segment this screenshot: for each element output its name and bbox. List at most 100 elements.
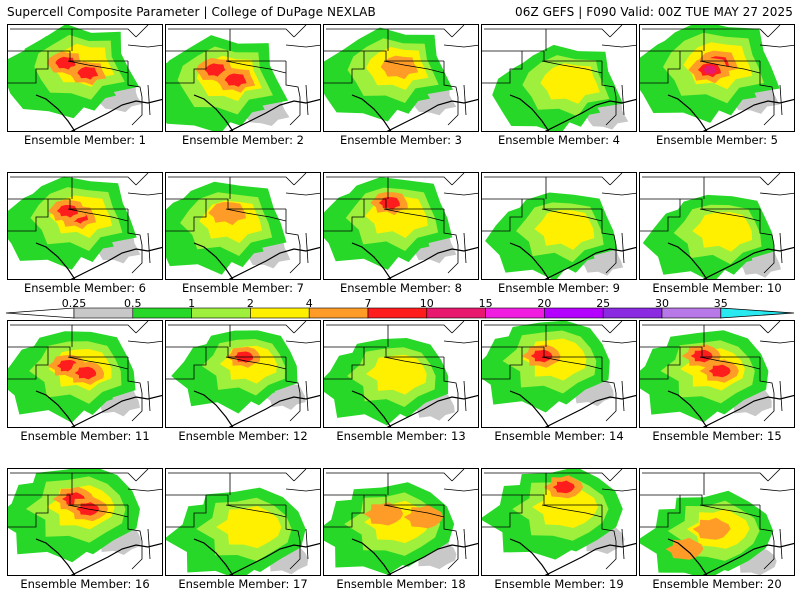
ensemble-member-label: Ensemble Member: 13 bbox=[336, 429, 466, 443]
rio-grande-border bbox=[351, 94, 392, 131]
state-border bbox=[127, 340, 162, 344]
state-border bbox=[324, 199, 365, 232]
ensemble-member-panel bbox=[165, 320, 321, 428]
state-border bbox=[704, 176, 769, 186]
state-border bbox=[451, 173, 465, 186]
field-region bbox=[366, 354, 427, 395]
ensemble-member-panel bbox=[7, 468, 163, 576]
field-region bbox=[74, 366, 97, 380]
state-border bbox=[704, 472, 769, 482]
state-border bbox=[166, 495, 207, 528]
state-border bbox=[763, 245, 775, 274]
state-border bbox=[640, 198, 760, 210]
rio-grande-border bbox=[35, 390, 76, 427]
gulf-coastline bbox=[702, 542, 794, 575]
rio-grande-border bbox=[509, 94, 550, 131]
field-region bbox=[380, 55, 419, 80]
state-border bbox=[609, 321, 623, 334]
map-canvas bbox=[166, 25, 320, 131]
ensemble-member-label: Ensemble Member: 16 bbox=[20, 577, 150, 591]
field-region bbox=[540, 63, 600, 104]
state-border bbox=[305, 232, 309, 264]
state-border bbox=[72, 324, 137, 334]
rio-grande-border bbox=[35, 538, 76, 575]
state-border bbox=[482, 199, 523, 232]
state-border bbox=[609, 173, 623, 186]
gulf-coastline bbox=[70, 394, 162, 427]
ensemble-member-label: Ensemble Member: 9 bbox=[498, 281, 620, 295]
state-border bbox=[482, 347, 523, 380]
ensemble-member-panel bbox=[165, 172, 321, 280]
state-border bbox=[127, 192, 162, 196]
state-border bbox=[759, 44, 794, 48]
ensemble-member-label: Ensemble Member: 11 bbox=[20, 429, 150, 443]
ensemble-member-panel bbox=[639, 24, 795, 132]
state-border bbox=[289, 541, 301, 570]
state-border bbox=[147, 528, 151, 560]
scale-tick-label: 30 bbox=[655, 297, 669, 310]
state-border bbox=[72, 176, 137, 186]
ensemble-member-panel bbox=[323, 24, 479, 132]
red-river bbox=[67, 208, 129, 222]
state-border bbox=[767, 321, 781, 334]
gulf-coastline bbox=[228, 246, 320, 279]
rio-grande-border bbox=[509, 538, 550, 575]
field-region bbox=[692, 212, 753, 252]
ensemble-member-panel bbox=[639, 320, 795, 428]
ensemble-member-label: Ensemble Member: 12 bbox=[178, 429, 308, 443]
scale-color-swatch bbox=[661, 307, 722, 319]
scale-color-swatch bbox=[308, 307, 369, 319]
state-border bbox=[135, 469, 149, 482]
state-border bbox=[447, 393, 459, 422]
state-border bbox=[289, 393, 301, 422]
state-border bbox=[135, 173, 149, 186]
state-border bbox=[127, 488, 162, 492]
scale-color-swatch bbox=[544, 307, 604, 319]
rio-grande-border bbox=[193, 390, 234, 427]
scale-tick-label: 0.25 bbox=[61, 297, 87, 310]
map-canvas bbox=[8, 469, 162, 575]
rio-grande-border bbox=[667, 94, 708, 131]
state-border bbox=[463, 380, 467, 412]
state-border bbox=[640, 199, 681, 232]
field-region bbox=[216, 506, 282, 549]
ensemble-member-panel bbox=[481, 468, 637, 576]
state-border bbox=[131, 97, 143, 126]
state-border bbox=[388, 176, 453, 186]
state-border bbox=[779, 84, 783, 116]
state-border bbox=[305, 528, 309, 560]
gulf-coastline bbox=[228, 98, 320, 131]
scale-color-swatch bbox=[367, 307, 428, 319]
rio-grande-border bbox=[35, 94, 76, 131]
state-border bbox=[388, 28, 453, 38]
state-border bbox=[759, 192, 794, 196]
gulf-coastline bbox=[544, 98, 636, 131]
state-border bbox=[285, 340, 320, 344]
state-border bbox=[482, 495, 523, 528]
state-border bbox=[289, 97, 301, 126]
gulf-coastline bbox=[386, 98, 478, 131]
state-border bbox=[463, 84, 467, 116]
field-region bbox=[702, 65, 717, 75]
state-border bbox=[443, 340, 478, 344]
gulf-coastline bbox=[228, 394, 320, 427]
state-border bbox=[8, 494, 128, 506]
red-river bbox=[383, 356, 445, 370]
state-border bbox=[640, 51, 681, 84]
state-border bbox=[168, 472, 231, 495]
state-border bbox=[609, 25, 623, 38]
red-river bbox=[67, 504, 129, 518]
ensemble-member-label: Ensemble Member: 15 bbox=[652, 429, 782, 443]
state-border bbox=[147, 380, 151, 412]
gulf-coastline bbox=[70, 542, 162, 575]
ensemble-member-label: Ensemble Member: 5 bbox=[656, 133, 778, 147]
state-border bbox=[285, 44, 320, 48]
ensemble-member-panel bbox=[639, 172, 795, 280]
scale-color-swatch bbox=[426, 307, 486, 319]
scale-upper-arrow bbox=[720, 307, 795, 319]
ensemble-member-panel bbox=[7, 24, 163, 132]
scale-tick-label: 25 bbox=[596, 297, 611, 310]
state-border bbox=[230, 324, 295, 334]
rio-grande-border bbox=[193, 538, 234, 575]
state-border bbox=[127, 44, 162, 48]
